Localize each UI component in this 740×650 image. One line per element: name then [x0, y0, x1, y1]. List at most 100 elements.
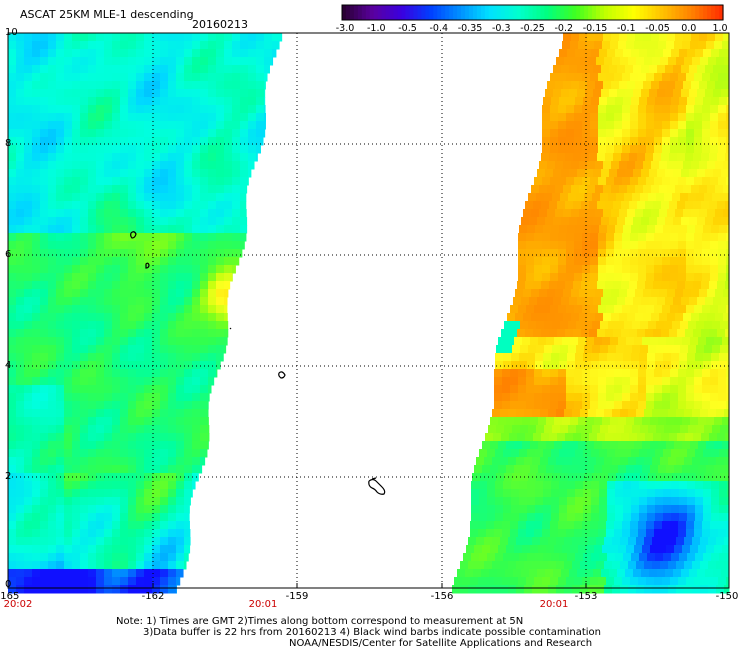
colorbar-slice [528, 5, 534, 20]
wind-cell [558, 265, 567, 274]
wind-cell [638, 137, 647, 146]
wind-cell [600, 425, 609, 434]
wind-cell [80, 305, 89, 314]
wind-cell [512, 321, 521, 330]
time-label-west: 20:02 [3, 599, 33, 610]
wind-cell [683, 289, 692, 298]
wind-cell [606, 305, 615, 314]
wind-cell [8, 377, 17, 386]
wind-cell [32, 73, 41, 82]
wind-cell [590, 241, 599, 250]
wind-cell [72, 113, 81, 122]
wind-cell [559, 505, 568, 514]
x-label-162: -162 [141, 591, 165, 602]
wind-cell [662, 369, 671, 378]
wind-cell [8, 457, 17, 466]
wind-cell [641, 169, 650, 178]
wind-cell [566, 233, 575, 242]
wind-cell [152, 89, 161, 98]
wind-cell [649, 569, 658, 578]
wind-cell [719, 489, 728, 498]
wind-cell [543, 449, 552, 458]
wind-cell [476, 457, 485, 466]
wind-cell [184, 361, 193, 370]
wind-cell [622, 529, 631, 538]
wind-cell [498, 337, 507, 346]
wind-cell [32, 49, 41, 58]
wind-cell [40, 537, 49, 546]
wind-cell [700, 537, 709, 546]
wind-cell [631, 97, 640, 106]
wind-cell [56, 457, 65, 466]
wind-cell [569, 65, 578, 74]
wind-cell [40, 225, 49, 234]
wind-cell [48, 113, 57, 122]
wind-cell [530, 417, 539, 426]
wind-cell [616, 193, 625, 202]
wind-cell [678, 129, 687, 138]
wind-cell [645, 329, 654, 338]
wind-cell [208, 57, 217, 66]
wind-cell [586, 545, 595, 554]
wind-cell [614, 577, 623, 586]
wind-cell [144, 489, 153, 498]
wind-cell [88, 465, 97, 474]
wind-cell [694, 273, 703, 282]
wind-cell [726, 241, 730, 250]
colorbar-slice [401, 5, 407, 20]
wind-cell [64, 129, 73, 138]
wind-cell [621, 281, 630, 290]
wind-cell [686, 529, 695, 538]
wind-cell [232, 81, 241, 90]
wind-cell [176, 273, 185, 282]
wind-cell [602, 41, 611, 50]
wind-cell [176, 465, 185, 474]
wind-cell [104, 513, 113, 522]
wind-cell [614, 377, 623, 386]
wind-cell [630, 113, 639, 122]
wind-cell [662, 145, 671, 154]
wind-cell [152, 385, 161, 394]
wind-cell [621, 153, 630, 162]
wind-cell [232, 49, 241, 58]
wind-cell [670, 241, 679, 250]
wind-cell [64, 393, 73, 402]
wind-cell [128, 233, 137, 242]
y-label-2: 2 [5, 471, 12, 482]
wind-cell [224, 73, 233, 82]
wind-cell [574, 377, 583, 386]
wind-cell [534, 241, 543, 250]
wind-cell [120, 401, 129, 410]
wind-cell [88, 425, 97, 434]
wind-cell [711, 97, 720, 106]
wind-cell [128, 265, 137, 274]
wind-cell [652, 585, 661, 594]
wind-cell [136, 193, 145, 202]
wind-cell [32, 65, 41, 74]
wind-cell [543, 505, 552, 514]
wind-cell [553, 89, 562, 98]
wind-cell [120, 161, 129, 170]
wind-cell [208, 337, 217, 346]
wind-cell [581, 201, 590, 210]
wind-cell [558, 529, 567, 538]
wind-cell [718, 241, 727, 250]
wind-cell [136, 321, 145, 330]
wind-cell [48, 49, 57, 58]
wind-cell [519, 553, 528, 562]
wind-cell [136, 465, 145, 474]
wind-cell [232, 57, 241, 66]
wind-cell [554, 545, 563, 554]
wind-cell [498, 545, 507, 554]
wind-cell [599, 489, 608, 498]
wind-cell [176, 41, 185, 50]
wind-cell [184, 425, 193, 434]
wind-cell [509, 433, 518, 442]
wind-cell [718, 121, 727, 130]
colorbar-slice [504, 5, 510, 20]
wind-cell [88, 57, 97, 66]
wind-cell [692, 585, 701, 594]
wind-cell [56, 361, 65, 370]
wind-cell [160, 289, 169, 298]
wind-cell [24, 273, 33, 282]
